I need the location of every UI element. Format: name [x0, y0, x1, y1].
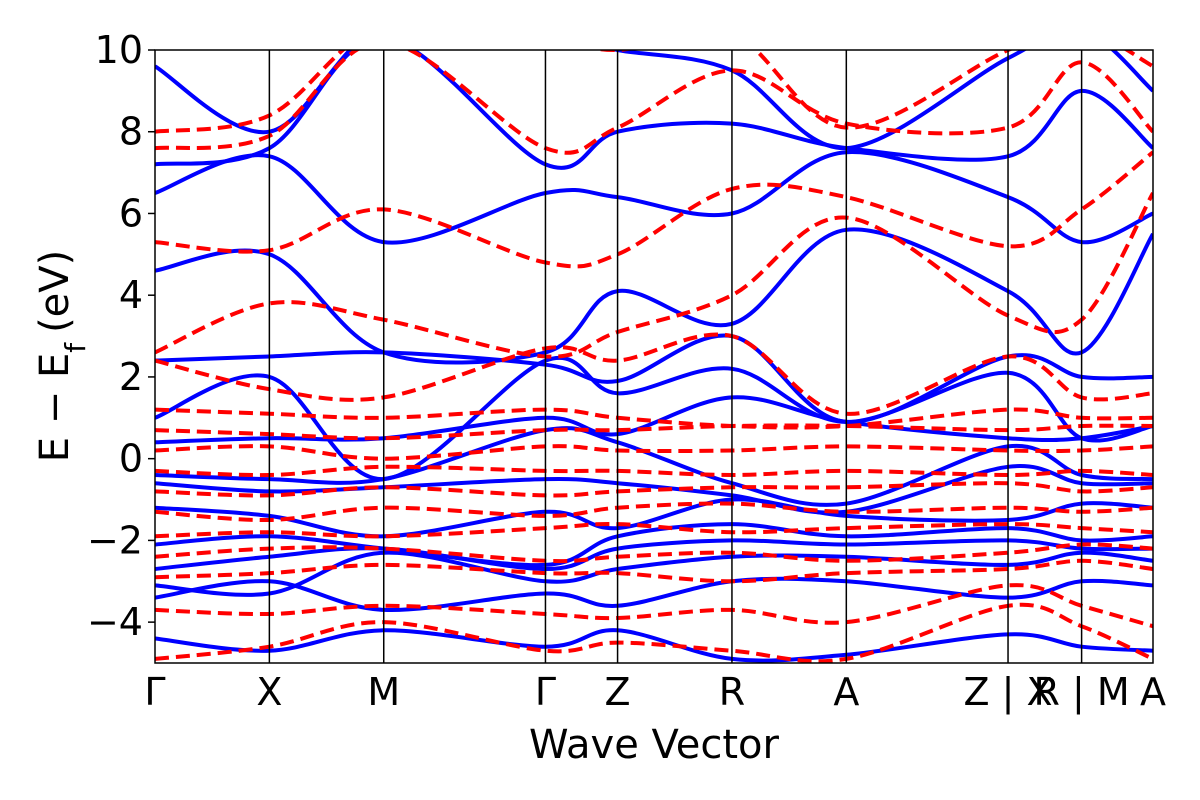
solid-band-line	[155, 497, 1153, 539]
x-axis-label: Wave Vector	[529, 722, 780, 768]
plot-frame	[154, 49, 1154, 664]
dashed-band-line	[155, 521, 1153, 539]
y-axis-label-unit: (eV)	[32, 250, 78, 333]
bands-layer	[155, 50, 1153, 663]
y-tick-label: 4	[119, 273, 143, 317]
x-tick-label: R	[719, 670, 745, 714]
y-tick-label: −4	[87, 600, 143, 644]
solid-band-line	[155, 395, 1153, 445]
solid-band-line	[155, 550, 1153, 597]
x-tick-label: Z | X	[964, 670, 1053, 715]
dashed-band-line	[155, 558, 1153, 584]
dashed-band-line	[155, 464, 1153, 478]
solid-band-line	[155, 356, 1153, 482]
y-tick-label: −2	[87, 518, 143, 562]
dashed-band-line	[155, 423, 1153, 441]
solid-band-line	[155, 426, 1153, 507]
solid-band-line	[155, 628, 1153, 663]
y-tick-label: 10	[95, 28, 143, 72]
solid-band-line	[155, 50, 1153, 151]
y-axis-label-main: E − E	[32, 353, 78, 463]
x-tick-label: M	[367, 670, 400, 714]
dashed-band-line	[155, 602, 1153, 663]
dashed-band-line	[155, 50, 1153, 155]
x-tick-label: Z	[605, 670, 631, 714]
solid-band-line	[155, 150, 1153, 245]
y-axis-ticks: −4 −2 0 2 4 6 8 10	[87, 28, 155, 644]
solid-band-line	[155, 522, 1153, 568]
dashed-band-line	[155, 50, 1153, 134]
y-tick-label: 2	[119, 355, 143, 399]
dashed-band-line	[155, 407, 1153, 430]
y-axis-label: E − Ef (eV)	[32, 250, 92, 463]
kpoint-divider-lines	[268, 50, 1083, 663]
dashed-band-line	[155, 501, 1153, 523]
dashed-band-line	[155, 444, 1153, 461]
y-axis-label-sub: f	[59, 342, 92, 353]
x-tick-label: X	[256, 670, 282, 714]
solid-band-line	[155, 333, 1153, 424]
y-tick-label: 0	[119, 437, 143, 481]
y-tick-label: 6	[119, 191, 143, 235]
y-tick-label: 8	[119, 110, 143, 154]
x-tick-label: Γ	[535, 670, 556, 714]
x-tick-label: A	[1140, 670, 1166, 714]
x-tick-label: Γ	[144, 670, 165, 714]
dashed-band-line	[155, 481, 1153, 498]
solid-band-line	[155, 576, 1153, 613]
dashed-band-line	[155, 583, 1153, 629]
solid-band-line	[155, 227, 1153, 365]
x-tick-label: A	[833, 670, 859, 714]
dashed-band-line	[155, 192, 1153, 359]
dashed-band-line	[155, 332, 1153, 416]
solid-band-line	[155, 538, 1153, 572]
x-tick-label: R | M	[1034, 670, 1130, 715]
dashed-band-line	[155, 150, 1153, 269]
dashed-band-line	[155, 542, 1153, 564]
